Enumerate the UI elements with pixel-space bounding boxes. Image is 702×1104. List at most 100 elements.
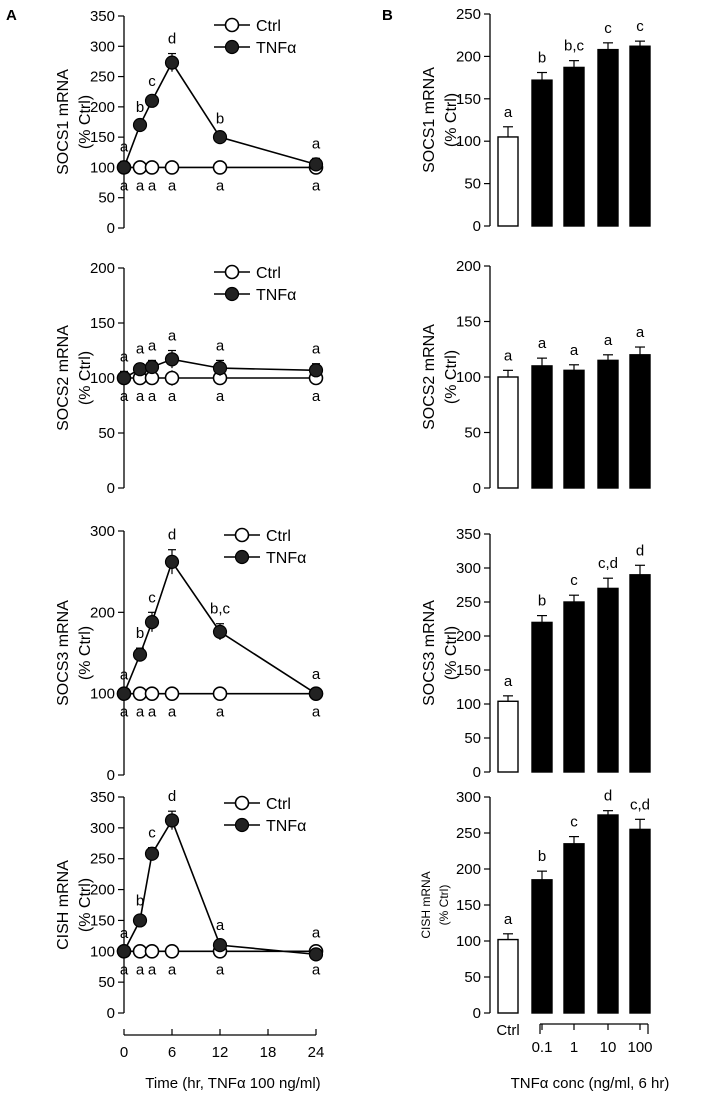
a-socs3-legend-ctrl-marker <box>234 527 250 543</box>
a-socs1-ctrl-point <box>144 160 160 175</box>
left-x-tick-label: 24 <box>308 1044 325 1061</box>
b-cish-sig-label: b <box>538 848 546 865</box>
a-socs3-tnf-sig-label: b,c <box>210 601 231 618</box>
b-socs2-bar <box>497 376 519 489</box>
panel-label-a: A <box>6 7 17 24</box>
b-cish-y-axis-title: CISH mRNA <box>419 871 433 938</box>
b-cish-y-tick-label: 300 <box>456 789 481 806</box>
right-x-axis-title: TNFα conc (ng/ml, 6 hr) <box>511 1075 670 1092</box>
a-socs2-ctrl-sig-label: a <box>312 388 321 405</box>
a-socs1-legend-ctrl-marker <box>224 17 240 33</box>
b-socs1-bar <box>563 66 585 227</box>
a-cish-legend-tnf-marker <box>234 817 250 833</box>
a-socs2-y-axis-subtitle: (% Ctrl) <box>77 351 94 405</box>
a-socs2-tnf-sig-label: a <box>216 337 225 354</box>
a-socs3-legend-ctrl-label: Ctrl <box>266 528 291 545</box>
b-socs3-y-tick-label: 100 <box>456 696 481 713</box>
a-socs2-tnf-sig-label: a <box>120 348 129 365</box>
b-socs1-bar <box>497 136 519 227</box>
a-socs2-y-tick-label: 100 <box>90 370 115 387</box>
b-cish-sig-label: a <box>504 911 513 928</box>
b-socs3-sig-label: a <box>504 673 513 690</box>
b-socs2-y-tick-label: 150 <box>456 314 481 331</box>
a-socs3-tnf-sig-label: d <box>168 527 176 544</box>
b-socs2-sig-label: a <box>504 347 513 364</box>
a-socs3-ctrl-sig-label: a <box>120 704 129 721</box>
a-cish-tnf-point <box>164 813 180 828</box>
b-cish-y-tick-label: 250 <box>456 825 481 842</box>
a-socs1-tnf-point <box>212 130 228 145</box>
b-socs2-bar <box>629 354 651 489</box>
a-socs2-y-tick-label: 200 <box>90 260 115 277</box>
left-x-tick-label: 0 <box>120 1044 128 1061</box>
left-x-tick-label: 6 <box>168 1044 176 1061</box>
b-socs1-bar <box>629 45 651 227</box>
a-socs2-ctrl-sig-label: a <box>168 388 177 405</box>
b-cish-bar <box>531 879 553 1014</box>
a-socs1-tnf-line <box>123 61 317 168</box>
b-cish-y-axis-subtitle: (% Ctrl) <box>437 885 451 926</box>
a-cish-tnf-sig-label: d <box>168 788 176 805</box>
b-socs3-sig-label: c <box>570 572 578 589</box>
a-socs2-tnf-point <box>116 370 132 386</box>
right-x-tick-label: 10 <box>600 1039 617 1056</box>
a-socs3-y-tick-label: 0 <box>107 767 115 784</box>
b-socs1-panel: 0 50 100 150 200 250 SOCS1 mRNA (% Ctrl) a b b,c c c <box>421 6 651 235</box>
b-socs2-bar <box>563 369 585 489</box>
a-cish-tnf-point <box>116 944 132 959</box>
a-socs2-tnf-sig-label: a <box>136 341 145 358</box>
b-socs3-y-tick-label: 250 <box>456 594 481 611</box>
b-socs1-sig-label: c <box>636 18 644 35</box>
a-cish-ctrl-sig-label: a <box>136 961 145 978</box>
b-socs1-bar <box>531 79 553 227</box>
b-socs3-y-axis-title: SOCS3 mRNA <box>421 600 438 706</box>
a-socs2-ctrl-sig-label: a <box>216 388 225 405</box>
a-socs1-y-tick-label: 150 <box>90 129 115 146</box>
a-socs1-ctrl-sig-label: a <box>216 177 225 194</box>
b-socs1-bar <box>597 48 619 227</box>
a-socs3-tnf-point <box>144 614 160 630</box>
b-cish-bar <box>563 843 585 1014</box>
b-socs1-y-axis-subtitle: (% Ctrl) <box>443 93 460 147</box>
right-x-tick-label: 0.1 <box>532 1039 553 1056</box>
a-socs2-tnf-point <box>132 362 148 377</box>
a-cish-y-axis-subtitle: (% Ctrl) <box>77 878 94 932</box>
b-cish-sig-label: c <box>570 814 578 831</box>
left-x-axis-title: Time (hr, TNFα 100 ng/ml) <box>145 1075 320 1092</box>
a-socs3-y-tick-label: 300 <box>90 523 115 540</box>
b-socs1-sig-label: b <box>538 50 546 67</box>
a-socs1-panel: 0 50 100 150 200 250 300 350 SOCS1 mRNA (% Ctrl) a… <box>55 8 324 237</box>
a-socs3-y-axis-title: SOCS3 mRNA <box>55 600 72 706</box>
a-socs3-ctrl-point <box>164 686 180 701</box>
b-socs2-y-tick-label: 50 <box>464 425 481 442</box>
b-socs2-y-tick-label: 0 <box>473 480 481 497</box>
a-cish-legend-ctrl-marker <box>234 795 250 811</box>
a-socs3-tnf-point <box>116 686 132 701</box>
a-socs2-tnf-sig-label: a <box>148 337 157 354</box>
a-socs2-y-axis-title: SOCS2 mRNA <box>55 325 72 431</box>
a-socs2-tnf-point <box>212 361 228 376</box>
b-cish-bar <box>597 814 619 1014</box>
b-cish-bar <box>629 828 651 1014</box>
a-socs2-tnf-point <box>308 363 324 378</box>
a-socs2-tnf-sig-label: a <box>312 341 321 358</box>
a-socs3-ctrl-sig-label: a <box>148 704 157 721</box>
b-cish-y-tick-label: 200 <box>456 861 481 878</box>
a-cish-y-tick-label: 50 <box>98 974 115 991</box>
a-cish-y-tick-label: 100 <box>90 943 115 960</box>
a-cish-ctrl-point <box>144 943 160 959</box>
b-cish-y-tick-label: 50 <box>464 969 481 986</box>
a-socs1-tnf-point <box>116 160 132 175</box>
b-cish-panel: 0 50 100 150 200 250 300 CISH mRNA (% Ctrl) a b c d c… <box>419 788 651 1022</box>
a-socs3-tnf-sig-label: b <box>136 625 144 642</box>
a-socs2-tnf-sig-label: a <box>168 328 177 345</box>
a-cish-ctrl-point <box>164 943 180 959</box>
a-socs3-ctrl-sig-label: a <box>136 704 145 721</box>
a-socs1-y-tick-label: 0 <box>107 220 115 237</box>
a-cish-ctrl-sig-label: a <box>216 961 225 978</box>
b-socs3-y-axis-subtitle: (% Ctrl) <box>443 626 460 680</box>
a-socs2-y-tick-label: 50 <box>98 425 115 442</box>
a-socs3-tnf-point <box>164 554 180 570</box>
a-socs1-tnf-sig-label: c <box>148 73 156 90</box>
a-socs1-tnf-sig-label: b <box>136 99 144 116</box>
